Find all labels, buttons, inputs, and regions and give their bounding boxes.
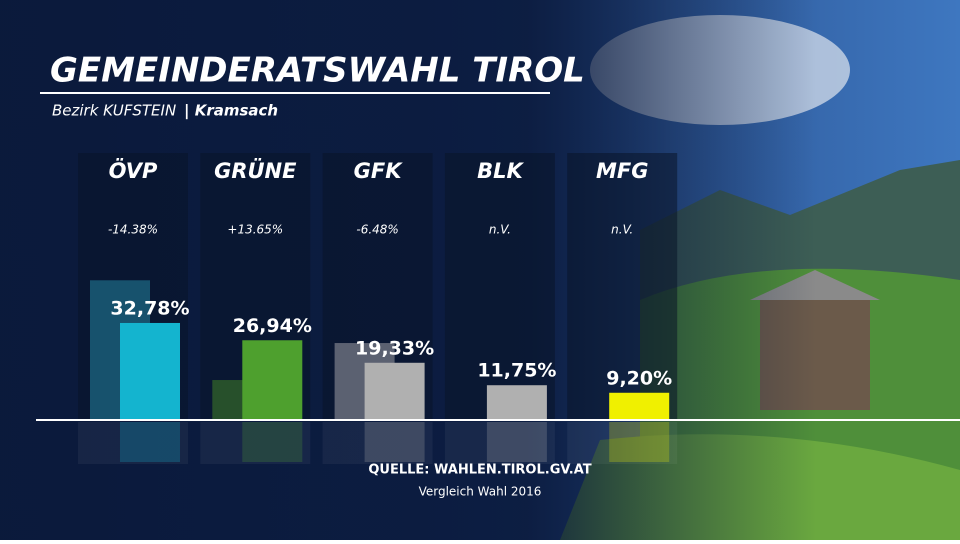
bar xyxy=(364,362,425,420)
party-label: ÖVP xyxy=(109,158,158,183)
bar-reflection xyxy=(609,422,670,462)
chart-title: GEMEINDERATSWAHL TIROL xyxy=(50,51,585,91)
bar-reflection xyxy=(486,422,547,462)
reflection xyxy=(322,422,433,464)
bar-reflection xyxy=(120,422,180,462)
reflection xyxy=(444,422,555,464)
reflection xyxy=(78,422,188,464)
column-panel xyxy=(567,153,678,420)
bar xyxy=(486,385,547,420)
subtitle: Bezirk KUFSTEIN xyxy=(52,102,176,120)
value-label: 9,20% xyxy=(606,367,672,389)
party-label: BLK xyxy=(477,159,524,183)
bar xyxy=(120,322,180,420)
value-label: 11,75% xyxy=(477,360,556,382)
party-label: MFG xyxy=(596,159,648,183)
value-label: 19,33% xyxy=(355,337,434,359)
bar xyxy=(242,340,303,420)
reflection xyxy=(567,422,678,464)
party-label: GRÜNE xyxy=(214,158,297,183)
value-label: 26,94% xyxy=(233,315,312,337)
reflection xyxy=(200,422,311,464)
bar-reflection xyxy=(242,422,303,462)
source: QUELLE: WAHLEN.TIROL.GV.AT xyxy=(368,463,591,478)
bar xyxy=(609,392,670,420)
change-label: +13.65% xyxy=(227,223,283,237)
value-label: 32,78% xyxy=(110,297,189,319)
change-label: n.V. xyxy=(611,223,633,237)
subtitle-place: | Kramsach xyxy=(184,102,278,121)
note: Vergleich Wahl 2016 xyxy=(419,485,542,499)
change-label: -6.48% xyxy=(356,223,398,237)
column-panel xyxy=(444,153,555,420)
party-label: GFK xyxy=(354,159,404,183)
plot: ÖVP -14.38% 32,78% GRÜNE +13.65% 26,94% GFK -6.… xyxy=(78,153,678,464)
bar-reflection xyxy=(364,422,425,462)
change-label: n.V. xyxy=(489,223,511,237)
change-label: -14.38% xyxy=(108,223,158,237)
